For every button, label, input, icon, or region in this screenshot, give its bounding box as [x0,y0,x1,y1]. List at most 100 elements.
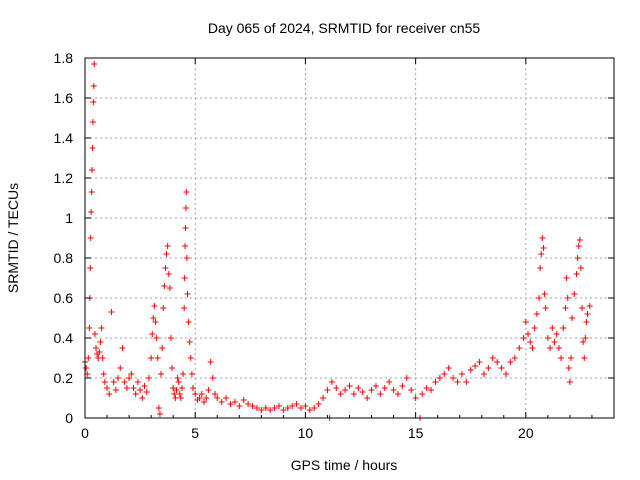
data-point [555,345,562,351]
data-point [586,303,593,309]
data-point [544,335,551,341]
data-point [386,379,393,385]
data-point [412,395,419,401]
data-point [115,375,122,381]
data-point [480,371,487,377]
data-point [97,339,104,345]
data-point [88,189,95,195]
data-point [87,265,94,271]
data-point [181,275,188,281]
data-point [119,345,126,351]
y-tick-label: 1.4 [54,130,74,146]
data-point [359,389,366,395]
data-point [108,309,115,315]
data-point [86,325,93,331]
data-point [152,319,159,325]
data-point [149,331,156,337]
data-point [154,355,161,361]
data-point [450,375,457,381]
data-point [516,345,523,351]
data-point [162,265,169,271]
data-point [573,271,580,277]
data-point [399,383,406,389]
data-point [100,371,107,377]
data-point [576,237,583,243]
data-point [101,379,108,385]
data-point [547,345,554,351]
data-point [253,405,260,411]
data-point [320,395,327,401]
data-point [182,225,189,231]
data-point [151,303,158,309]
data-point [551,339,558,345]
data-point [153,335,160,341]
data-point [531,325,538,331]
data-point [390,387,397,393]
data-point [436,375,443,381]
data-point [121,379,128,385]
data-point [525,331,532,337]
data-point [381,385,388,391]
data-point [190,385,197,391]
data-point [187,355,194,361]
data-point [87,235,94,241]
data-point [342,387,349,393]
data-point [569,315,576,321]
data-point [89,145,96,151]
y-tick-label: 1 [65,210,73,226]
data-point [181,305,188,311]
data-point [166,285,173,291]
data-point [584,311,591,317]
data-point [209,375,216,381]
data-point [106,391,113,397]
data-point [155,405,162,411]
data-point [541,291,548,297]
data-point [145,375,152,381]
axis-ticks [84,57,614,419]
data-point [158,371,165,377]
data-point [141,383,148,389]
data-point [350,391,357,397]
data-point [139,395,146,401]
data-point [180,371,187,377]
data-point [186,339,193,345]
data-point [165,271,172,277]
data-point [581,355,588,361]
data-point [143,389,150,395]
x-tick-label: 10 [298,425,314,441]
data-point [337,391,344,397]
data-point [582,335,589,341]
x-tick-label: 15 [408,425,424,441]
data-point [207,359,214,365]
data-point [110,379,117,385]
data-point [91,61,98,67]
data-point [476,359,483,365]
data-point [258,407,265,413]
data-point [315,401,322,407]
data-point [577,265,584,271]
y-tick-label: 1.6 [54,90,74,106]
data-point [205,387,212,393]
y-tick-label: 0.6 [54,290,74,306]
data-point [171,391,178,397]
data-point [377,391,384,397]
data-point [188,371,195,377]
x-tick-label: 20 [518,425,534,441]
data-point [240,397,247,403]
data-point [159,345,166,351]
data-point [311,405,318,411]
data-point [328,379,335,385]
data-point [88,209,95,215]
data-point [583,319,590,325]
data-point [161,283,168,289]
y-axis-label: SRMTID / TECUs [5,183,21,293]
data-point [522,319,529,325]
data-point [445,365,452,371]
data-point [99,355,106,361]
y-tick-label: 0.4 [54,330,74,346]
x-axis-label: GPS time / hours [291,457,398,473]
y-tick-label: 0.8 [54,250,74,266]
data-point [89,167,96,173]
data-points [82,61,593,421]
